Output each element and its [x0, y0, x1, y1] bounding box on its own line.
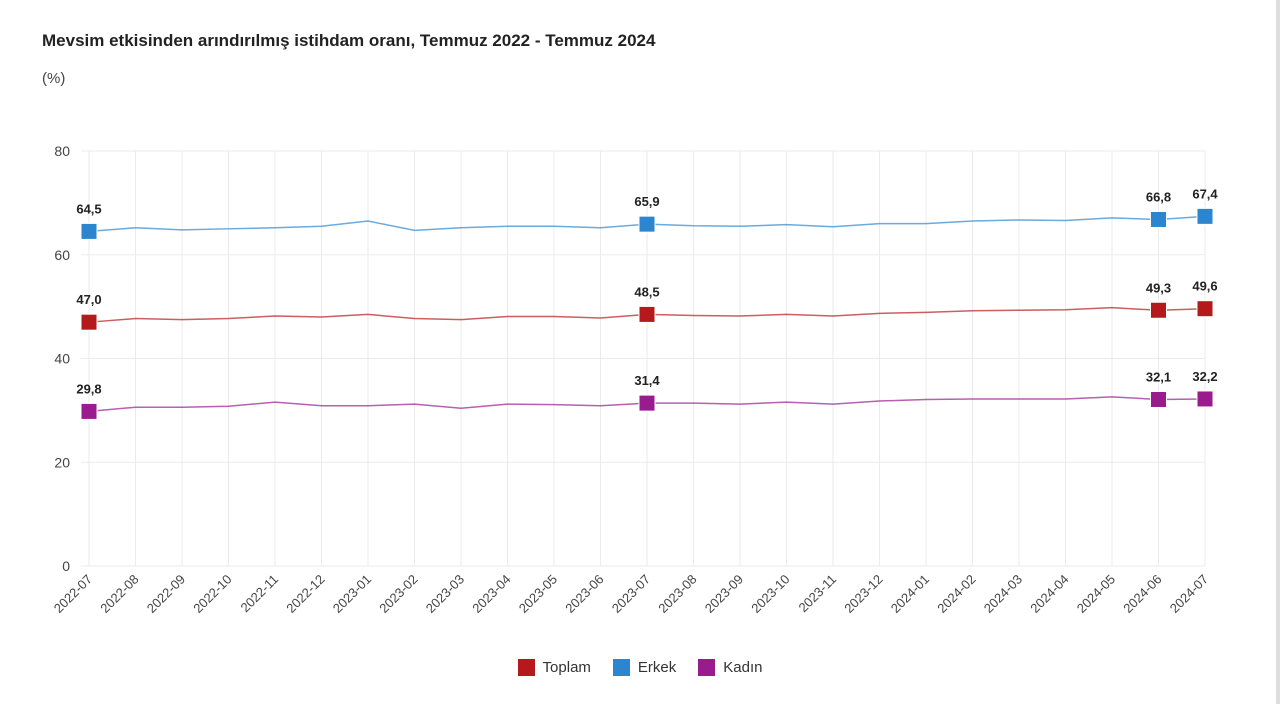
x-tick-label: 2022-10 [190, 572, 234, 616]
x-tick-label: 2024-01 [888, 572, 932, 616]
legend-swatch [612, 659, 630, 676]
data-label: 64,5 [76, 201, 101, 216]
x-tick-label: 2022-11 [237, 572, 281, 616]
data-label: 65,9 [634, 194, 659, 209]
data-point-marker [1196, 207, 1214, 225]
x-tick-label: 2023-08 [655, 572, 699, 616]
y-tick-label: 40 [54, 351, 70, 367]
data-point-marker [1150, 390, 1167, 408]
data-label: 48,5 [634, 284, 659, 299]
data-point-marker [1196, 300, 1214, 318]
window-edge [1276, 0, 1280, 704]
data-label: 32,1 [1146, 369, 1171, 384]
data-label: 31,4 [634, 373, 660, 388]
data-label: 67,4 [1192, 186, 1218, 201]
data-label: 49,3 [1146, 280, 1171, 295]
x-tick-label: 2023-09 [702, 572, 746, 616]
legend-label: Kadın [723, 659, 763, 676]
x-tick-label: 2023-05 [516, 572, 560, 616]
chart-title: Mevsim etkisinden arındırılmış istihdam … [42, 31, 656, 50]
data-label: 66,8 [1146, 189, 1171, 204]
y-tick-label: 80 [54, 143, 70, 159]
legend-item-toplam[interactable]: Toplam [517, 659, 591, 676]
x-tick-label: 2023-07 [609, 572, 653, 616]
x-tick-label: 2024-06 [1120, 572, 1164, 616]
data-point-marker [638, 215, 656, 233]
y-tick-label: 0 [62, 558, 70, 574]
x-tick-label: 2023-11 [795, 572, 839, 616]
legend-label: Erkek [637, 659, 677, 676]
legend-item-kadin[interactable]: Kadın [698, 659, 762, 676]
legend: Toplam Erkek Kadın [0, 659, 1280, 676]
y-tick-label: 20 [54, 454, 70, 470]
data-label: 49,6 [1192, 279, 1217, 294]
data-label: 32,2 [1192, 369, 1217, 384]
y-tick-label: 60 [54, 247, 70, 263]
x-tick-label: 2022-09 [144, 572, 188, 616]
data-point-marker [80, 222, 98, 240]
x-tick-label: 2024-04 [1027, 572, 1071, 616]
data-point-marker [1150, 210, 1167, 228]
legend-item-erkek[interactable]: Erkek [612, 659, 677, 676]
data-point-marker [80, 313, 98, 331]
legend-label: Toplam [542, 659, 591, 676]
x-tick-label: 2024-03 [981, 572, 1025, 616]
x-tick-label: 2023-02 [376, 572, 420, 616]
legend-swatch [698, 659, 716, 676]
x-tick-label: 2023-06 [562, 572, 606, 616]
x-tick-label: 2023-01 [330, 572, 374, 616]
data-label: 47,0 [76, 292, 101, 307]
y-axis-unit: (%) [42, 70, 66, 87]
data-point-marker [638, 394, 656, 412]
x-tick-label: 2024-07 [1167, 572, 1211, 616]
x-tick-label: 2022-07 [51, 572, 95, 616]
x-tick-label: 2022-08 [97, 572, 141, 616]
data-point-marker [1196, 390, 1214, 408]
x-tick-label: 2023-12 [841, 572, 885, 616]
x-tick-label: 2023-04 [469, 572, 513, 616]
data-point-marker [638, 305, 656, 323]
legend-swatch [517, 659, 535, 676]
data-label: 29,8 [76, 381, 101, 396]
x-tick-label: 2024-02 [934, 572, 978, 616]
x-tick-label: 2024-05 [1074, 572, 1118, 616]
data-point-marker [1150, 301, 1167, 319]
x-tick-label: 2023-03 [423, 572, 467, 616]
x-tick-label: 2023-10 [748, 572, 792, 616]
data-point-marker [80, 402, 98, 420]
x-tick-label: 2022-12 [283, 572, 327, 616]
